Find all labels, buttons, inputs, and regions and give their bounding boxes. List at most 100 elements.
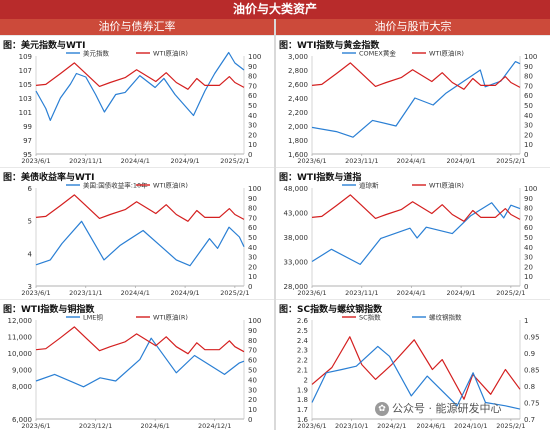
y-left-tick-label: 11,000 [8,334,33,342]
y-left-tick-label: 2 [304,376,308,384]
y-right-tick-label: 10 [524,273,533,281]
y-right-tick-label: 40 [248,244,257,252]
x-tick-label: 2024/4/1 [121,157,150,165]
y-left-tick-label: 1.9 [297,386,308,394]
x-tick-label: 2023/6/1 [297,422,326,430]
x-tick-label: 2023/11/1 [345,157,378,165]
y-left-tick-label: 2.3 [297,347,308,355]
y-left-tick-label: 107 [19,67,32,75]
chart-usd-wti: 9597991011031051071090102030405060708090… [19,49,262,166]
y-right-tick-label: 1 [524,317,528,325]
y-left-tick-label: 48,000 [284,185,309,193]
y-left-tick-label: 3 [28,283,32,291]
y-right-tick-label: 20 [524,263,533,271]
y-left-tick-label: 8,000 [12,383,32,391]
x-tick-label: 2023/6/1 [297,157,326,165]
x-tick-label: 2025/2/1 [496,289,525,297]
y-right-tick-label: 0.85 [524,367,540,375]
chart-copper-wti: 6,000 8,000 9,000 10,000 11,000 12,000 0 10 20 30… [8,313,262,431]
y-right-tick-label: 50 [248,102,257,110]
y-right-tick-label: 100 [248,53,261,61]
chart-gold-wti: 1,600 1,800 2,000 2,200 2,400 2,600 2,800 3,000… [288,49,537,166]
y-right-tick-label: 0.9 [524,350,535,358]
y-left-tick-label: 1,800 [288,137,308,145]
y-left-tick-label: 43,000 [284,210,309,218]
panel-sc-rebar: 图：SC指数与螺纹钢指数 1.6 1.7 1.8 1.9 2 2.1 2.2 2.3 2.4 2.… [276,299,550,431]
panel-title: 图：WTI指数与黄金指数 [279,41,380,51]
y-left-tick-label: 109 [19,53,32,61]
y-right-tick-label: 60 [524,224,533,232]
x-tick-label: 2025/2/1 [220,289,249,297]
y-left-tick-label: 4 [28,250,33,258]
y-right-tick-label: 70 [248,214,257,222]
y-right-tick-label: 80 [248,337,257,345]
y-right-tick-label: 90 [248,63,257,71]
section-header-left: 油价与债券汇率 [0,19,274,35]
y-right-tick-label: 40 [248,376,257,384]
y-right-tick-label: 30 [248,254,257,262]
x-tick-label: 2023/6/1 [21,422,50,430]
y-left-tick-label: 10,000 [8,350,33,358]
y-right-tick-label: 50 [524,234,533,242]
x-tick-label: 2024/9/1 [170,289,199,297]
y-right-tick-label: 50 [248,367,257,375]
y-left-tick-label: 105 [19,81,32,89]
y-left-tick-label: 2,000 [288,123,308,131]
y-left-tick-label: 101 [19,109,32,117]
watermark-text: 公众号 · 能源研发中心 [392,402,502,415]
series-line [311,61,521,138]
x-tick-label: 2025/2/1 [496,422,525,430]
legend-label: 螺纹钢指数 [429,313,462,322]
x-tick-label: 2025/2/1 [220,157,249,165]
series-line [35,337,245,388]
wechat-icon: ✿ [375,402,389,416]
panel-usd-wti: 图：美元指数与WTI 95 97 99 101 103 105 107 109 0 10 20 30 4… [0,35,274,166]
legend-label: WTI原油(R) [429,49,464,58]
y-left-tick-label: 99 [23,123,32,131]
y-left-tick-label: 103 [19,95,32,103]
y-right-tick-label: 20 [248,396,257,404]
x-tick-label: 2023/12/1 [79,422,112,430]
y-right-tick-label: 0 [524,151,528,159]
series-line [311,62,521,90]
panel-bond-wti: 图：美债收益率与WTI 3 4 5 6 0 10 20 30 40 50 60 70 80 90 100 20… [0,167,274,298]
y-right-tick-label: 40 [524,244,533,252]
x-tick-label: 2024/10/1 [454,422,487,430]
x-tick-label: 2024/9/1 [446,157,475,165]
legend-label: COMEX黄金 [359,49,396,58]
panel-title: 图：WTI指数与道指 [279,173,362,183]
legend-label: 道琼斯 [359,181,379,190]
y-left-tick-label: 1,600 [288,151,308,159]
y-right-tick-label: 100 [248,185,261,193]
legend-label: WTI原油(R) [153,313,188,322]
y-left-tick-label: 6 [28,185,33,193]
series-line [311,194,521,222]
y-left-tick-label: 1.8 [297,396,308,404]
x-tick-label: 2023/10/1 [335,422,368,430]
legend-label: 美国:国债收益率:10年 [83,181,148,190]
x-tick-label: 2023/6/1 [297,289,326,297]
y-left-tick-label: 2.5 [297,327,308,335]
x-tick-label: 2024/4/1 [121,289,150,297]
y-right-tick-label: 80 [248,73,257,81]
y-left-tick-label: 2.1 [297,367,308,375]
series-line [311,345,521,410]
y-right-tick-label: 80 [524,205,533,213]
x-tick-label: 2025/2/1 [496,157,525,165]
y-right-tick-label: 20 [248,263,257,271]
series-line [35,326,245,355]
y-right-tick-label: 0.8 [524,383,535,391]
y-right-tick-label: 70 [248,347,257,355]
y-right-tick-label: 100 [524,185,537,193]
x-tick-label: 2024/4/1 [397,289,426,297]
y-left-tick-label: 95 [23,151,32,159]
y-right-tick-label: 100 [248,317,261,325]
x-tick-label: 2024/6/1 [141,422,170,430]
y-left-tick-label: 6,000 [12,416,32,424]
y-right-tick-label: 0.7 [524,416,535,424]
panel-copper-wti: 图：WTI指数与铜指数 6,000 8,000 9,000 10,000 11,000 1… [0,299,274,431]
y-right-tick-label: 80 [524,73,533,81]
y-right-tick-label: 60 [248,92,257,100]
y-left-tick-label: 1.6 [297,416,309,424]
y-right-tick-label: 50 [524,102,533,110]
